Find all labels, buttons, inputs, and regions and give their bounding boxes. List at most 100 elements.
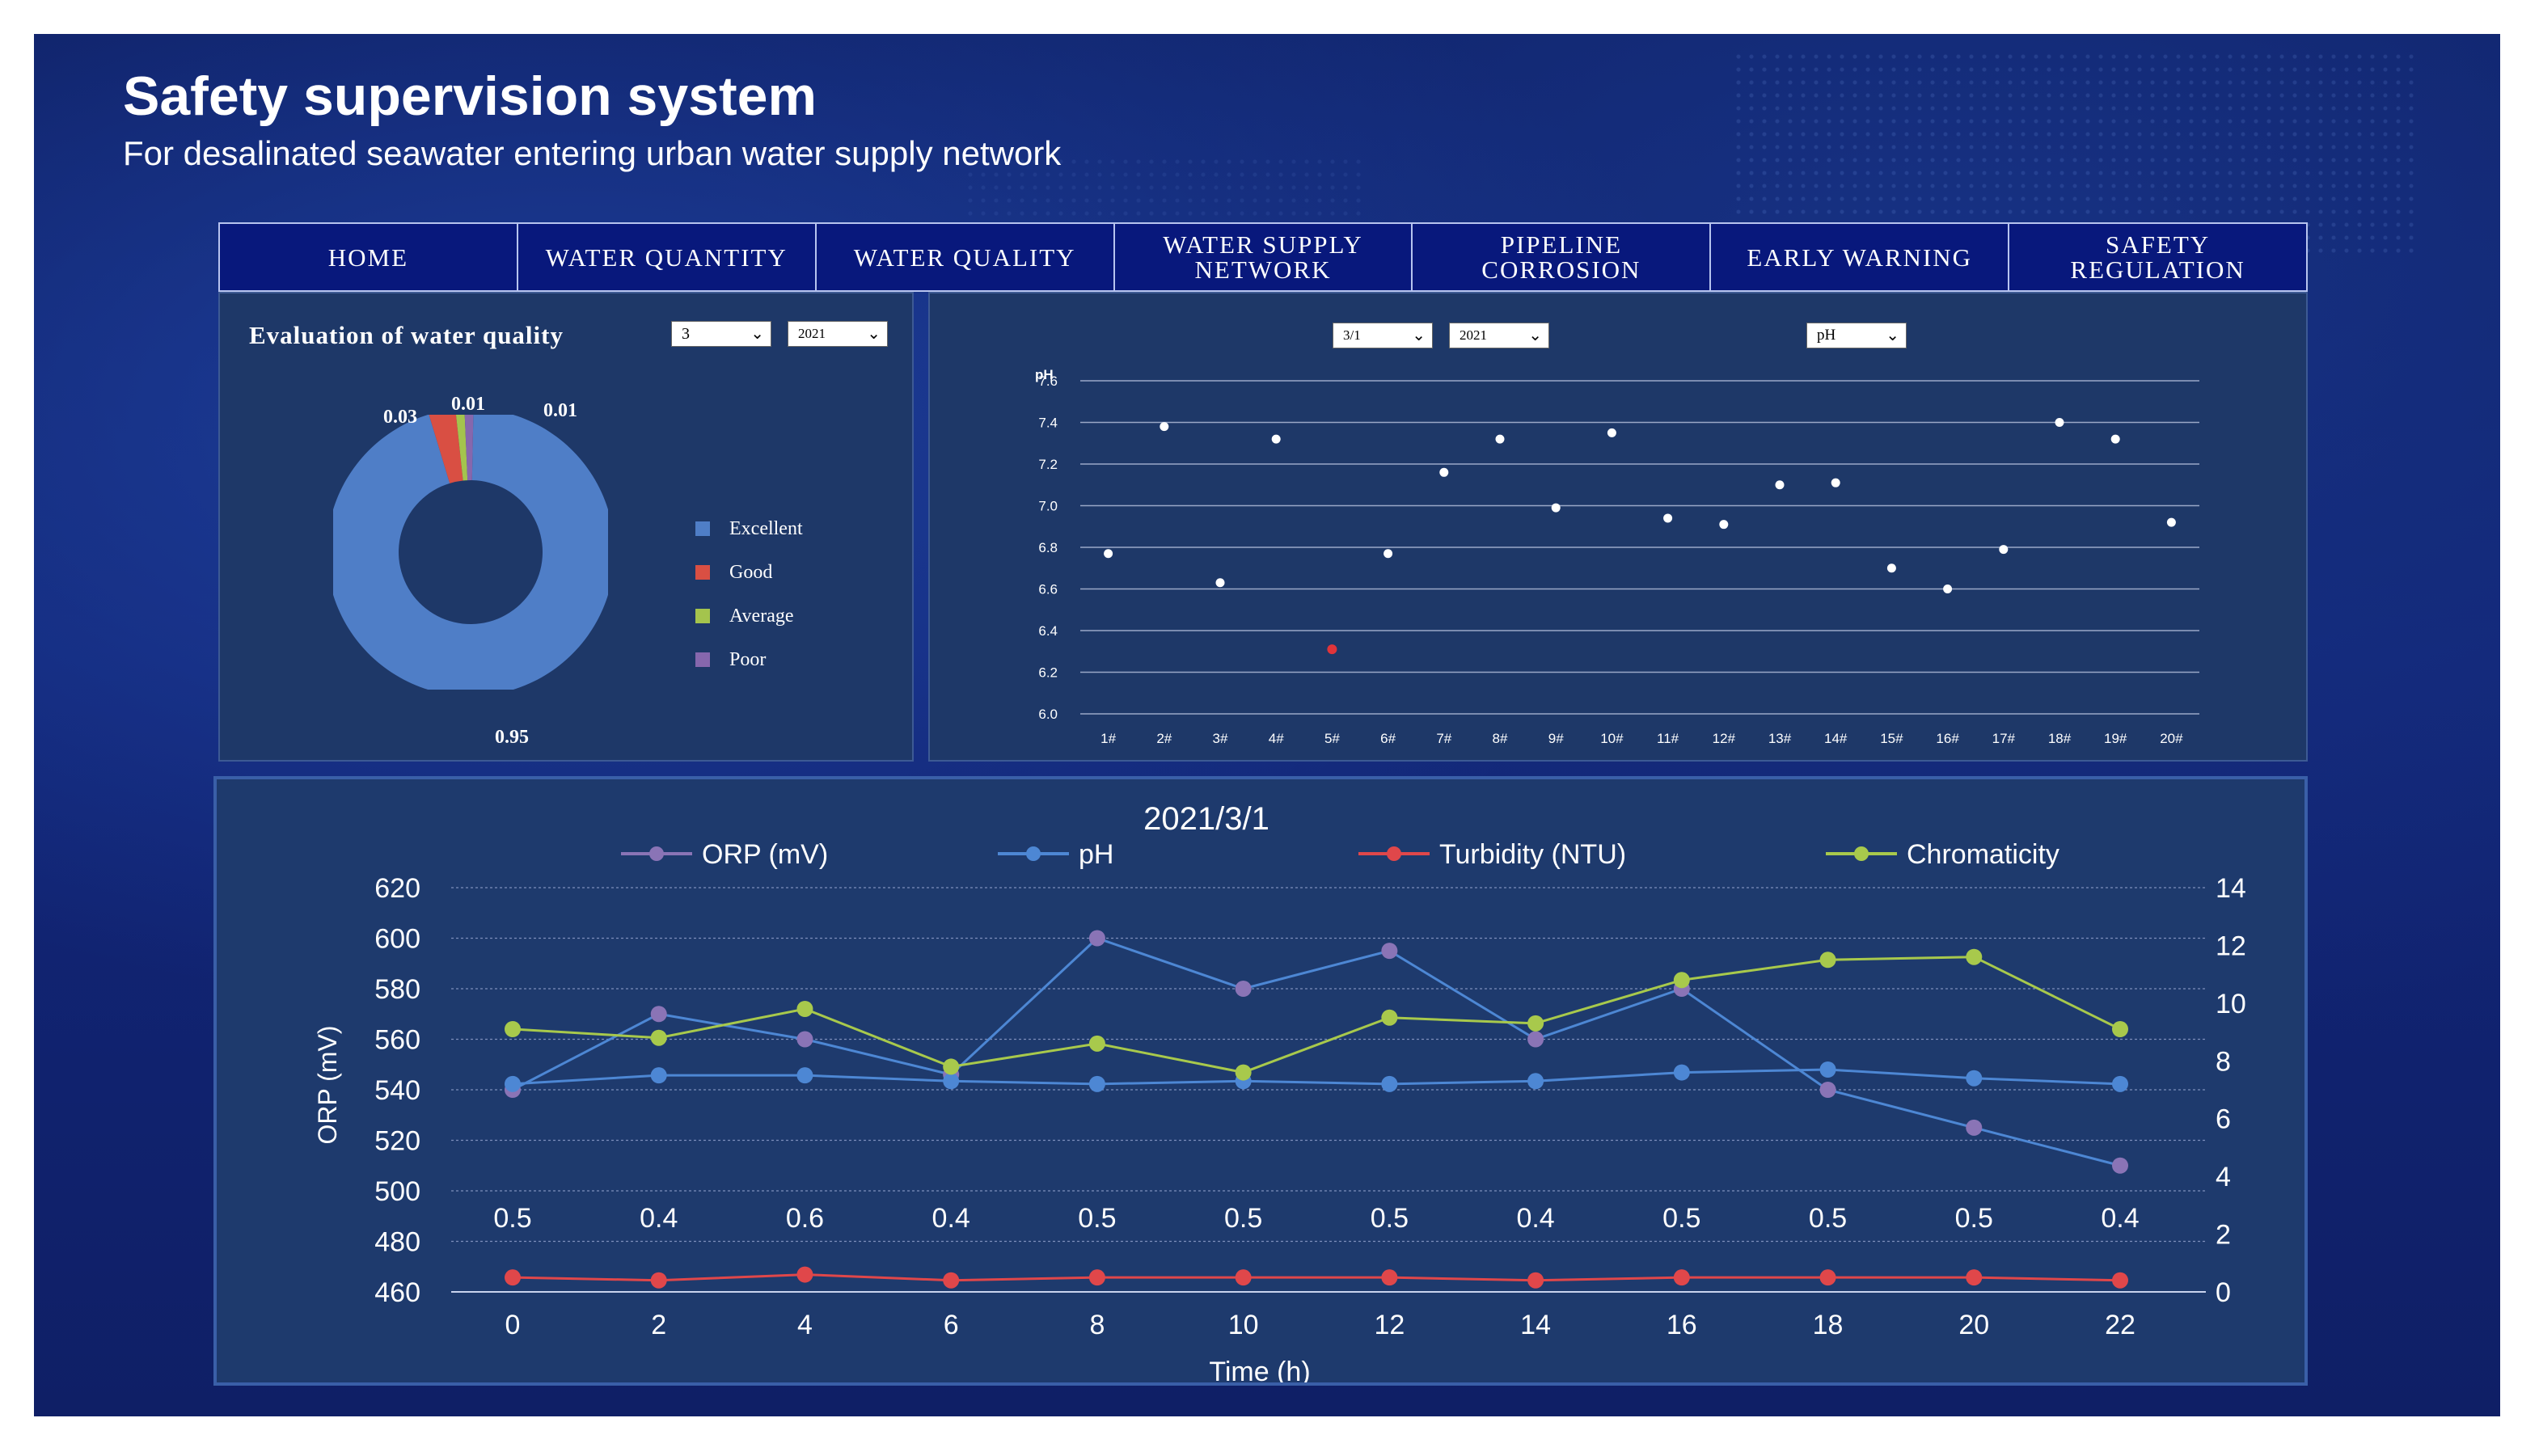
legend-label-1: pH: [1079, 839, 1113, 870]
date-select[interactable]: 3/1 ⌄: [1333, 323, 1433, 348]
legend-swatch-good: [695, 565, 710, 580]
chevron-down-icon: ⌄: [750, 325, 764, 343]
chevron-down-icon: ⌄: [1412, 327, 1426, 344]
ph-point-9#: [1551, 503, 1561, 513]
trend-left-tick-label: 560: [374, 1025, 420, 1056]
series-1-point: [1381, 1075, 1398, 1092]
nav-early-warning[interactable]: EARLY WARNING: [1711, 222, 2010, 292]
turbidity-data-label: 0.5: [493, 1203, 531, 1234]
series-2-point: [1088, 1269, 1105, 1286]
trend-left-tick-label: 600: [374, 924, 420, 955]
ph-y-tick-label: 7.6: [1038, 373, 1058, 389]
trend-right-tick-label: 2: [2216, 1220, 2231, 1251]
trend-right-tick-label: 0: [2216, 1277, 2231, 1308]
series-0-point: [1527, 1031, 1544, 1048]
month-select[interactable]: 3 ⌄: [671, 321, 771, 347]
series-2-point: [650, 1272, 667, 1289]
turbidity-data-label: 0.5: [1371, 1203, 1409, 1234]
trend-x-tick-label: 18: [1813, 1310, 1844, 1340]
ph-point-11#: [1663, 513, 1673, 523]
pie-label-poor: 0.01: [543, 400, 577, 421]
series-3-point: [1673, 972, 1690, 989]
parameter-select[interactable]: pH ⌄: [1806, 323, 1907, 348]
trend-right-tick-label: 14: [2216, 873, 2246, 904]
turbidity-data-label: 0.5: [1078, 1203, 1116, 1234]
donut-slice-average: [455, 415, 468, 481]
series-2-point: [796, 1266, 813, 1283]
nav-water-quantity[interactable]: WATER QUANTITY: [517, 222, 817, 292]
ph-x-tick-label: 15#: [1880, 731, 1903, 746]
turbidity-data-label: 0.5: [1809, 1203, 1847, 1234]
ph-y-tick-label: 6.0: [1038, 707, 1058, 722]
legend-label-0: ORP (mV): [702, 839, 828, 870]
ph-point-20#: [2166, 517, 2176, 527]
ph-point-17#: [1999, 545, 2009, 555]
daily-trend-panel: 2021/3/1 460 480 500 520 540 560 580 600 620 0 2 4 6 8…: [213, 776, 2308, 1386]
ph-point-1#: [1104, 549, 1113, 559]
nav-pipeline-corrosion[interactable]: PIPELINE CORROSION: [1413, 222, 1712, 292]
pie-label-excellent: 0.95: [495, 727, 529, 748]
ph-scatter-chart: pH 6.0 6.2 6.4 6.6 6.8 7.0 7.2 7.4 7.6 1# 2# 3# 4# 5# 6…: [1035, 367, 2199, 746]
ph-point-8#: [1495, 434, 1505, 444]
trend-x-tick-label: 8: [1089, 1310, 1105, 1340]
trend-right-tick-label: 8: [2216, 1046, 2231, 1077]
ph-x-tick-label: 18#: [2048, 731, 2072, 746]
ph-point-16#: [1943, 585, 1953, 593]
month-select-value: 3: [682, 325, 690, 343]
ph-year-select[interactable]: 2021 ⌄: [1449, 323, 1549, 348]
nav-home[interactable]: HOME: [218, 222, 518, 292]
page-title: Safety supervision system: [123, 65, 817, 127]
legend-item-excellent: Excellent: [695, 517, 803, 541]
nav-safety-regulation[interactable]: SAFETY REGULATION: [2009, 222, 2309, 292]
series-0-point: [1235, 981, 1252, 997]
trend-x-tick-label: 12: [1374, 1310, 1405, 1340]
series-2-point: [1527, 1272, 1544, 1289]
series-3-point: [2112, 1021, 2128, 1037]
ph-x-tick-label: 1#: [1100, 731, 1116, 746]
ph-x-tick-label: 7#: [1436, 731, 1451, 746]
legend-swatch-excellent: [695, 521, 710, 536]
ph-point-3#: [1215, 578, 1225, 588]
turbidity-data-label: 0.5: [1224, 1203, 1262, 1234]
series-1-point: [505, 1075, 521, 1092]
nav-water-supply-network[interactable]: WATER SUPPLY NETWORK: [1114, 222, 1413, 292]
ph-x-tick-label: 20#: [2160, 731, 2183, 746]
trend-x-tick-label: 10: [1228, 1310, 1259, 1340]
trend-right-tick-label: 6: [2216, 1104, 2231, 1135]
ph-point-4#: [1271, 434, 1281, 444]
legend-swatch-poor: [695, 652, 710, 667]
ph-monitoring-panel: 3/1 ⌄ 2021 ⌄ pH ⌄ pH 6.0 6.2 6.4 6.6 6.8 7.0 7.…: [928, 292, 2308, 762]
trend-x-tick-label: 14: [1520, 1310, 1551, 1340]
legend-label-poor: Poor: [729, 648, 767, 670]
series-1-point: [1527, 1073, 1544, 1090]
ph-x-tick-label: 13#: [1768, 731, 1792, 746]
turbidity-data-label: 0.6: [786, 1203, 824, 1234]
quality-donut-chart: [333, 415, 608, 690]
series-2-point: [505, 1269, 521, 1286]
ph-x-tick-label: 6#: [1380, 731, 1396, 746]
ph-y-tick-label: 7.2: [1038, 457, 1058, 472]
series-1-point: [1966, 1070, 1983, 1087]
legend-label-average: Average: [729, 605, 794, 627]
trend-y-axis-label: ORP (mV): [313, 1026, 342, 1145]
series-2-point: [1819, 1269, 1836, 1286]
ph-x-tick-label: 8#: [1493, 731, 1508, 746]
series-2-point: [1381, 1269, 1398, 1286]
series-1-point: [1819, 1061, 1836, 1078]
trend-x-axis-label: Time (h): [1209, 1357, 1310, 1382]
legend-item-average: Average: [695, 604, 794, 628]
series-3-point: [1235, 1064, 1252, 1081]
ph-point-19#: [2110, 434, 2120, 444]
donut-slice-poor: [464, 415, 474, 481]
page-subtitle: For desalinated seawater entering urban …: [123, 134, 1062, 172]
ph-axis-label: pH: [1035, 367, 1054, 382]
series-3-point: [796, 1001, 813, 1017]
series-3-point: [1381, 1009, 1398, 1026]
trend-left-tick-label: 460: [374, 1277, 420, 1308]
year-select-value: 2021: [798, 326, 826, 341]
trend-left-tick-label: 480: [374, 1227, 420, 1258]
ph-point-6#: [1384, 549, 1393, 559]
nav-water-quality[interactable]: WATER QUALITY: [816, 222, 1115, 292]
turbidity-data-label: 0.5: [1662, 1203, 1700, 1234]
year-select[interactable]: 2021 ⌄: [788, 321, 888, 347]
